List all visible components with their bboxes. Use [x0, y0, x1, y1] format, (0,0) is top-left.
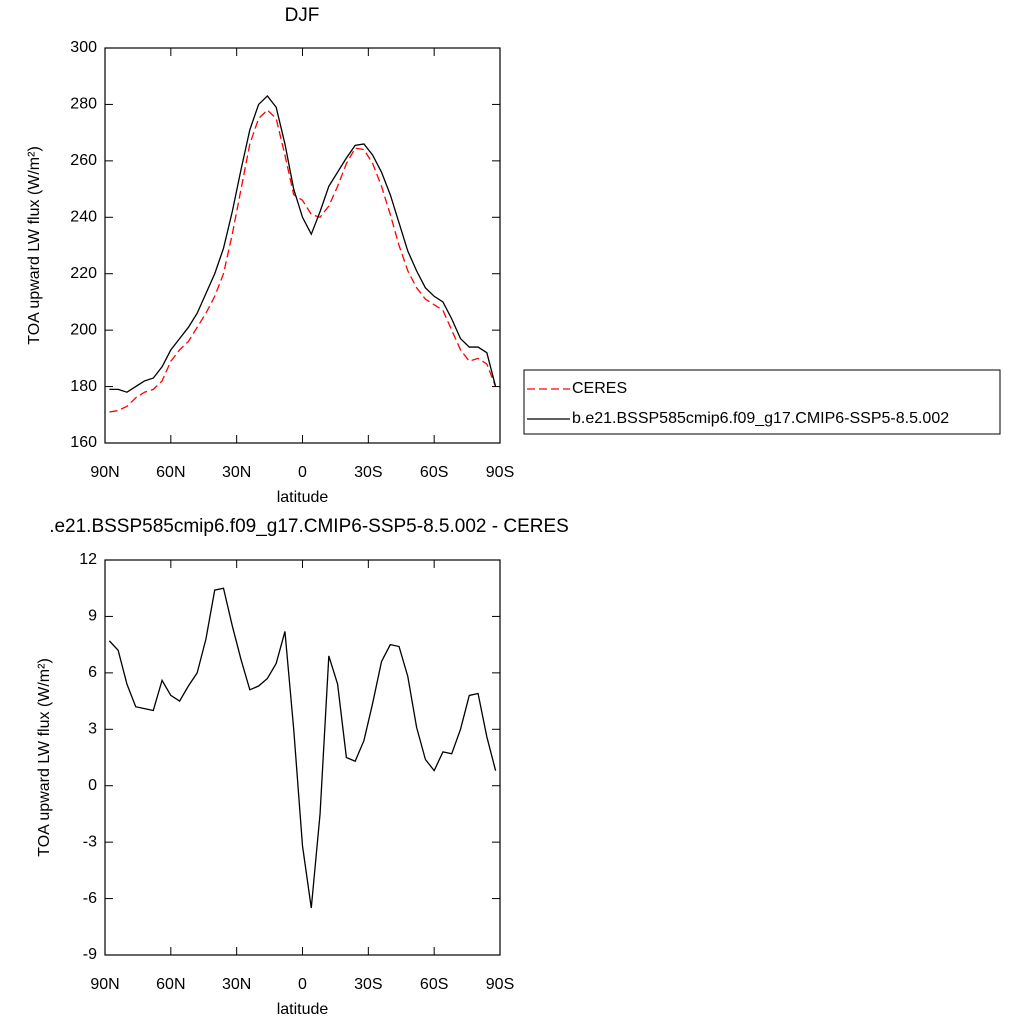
y-axis-label: TOA upward LW flux (W/m²)	[26, 146, 43, 345]
y-tick-label: 260	[70, 152, 97, 169]
legend-label: CERES	[572, 380, 627, 397]
chart-title: .e21.BSSP585cmip6.f09_g17.CMIP6-SSP5-8.5…	[49, 516, 569, 537]
x-tick-label: 30N	[222, 464, 251, 481]
x-tick-label: 60N	[156, 976, 185, 993]
x-tick-label: 30N	[222, 976, 251, 993]
y-tick-label: 240	[70, 209, 97, 226]
y-tick-label: -3	[83, 833, 97, 850]
x-tick-label: 0	[298, 976, 307, 993]
data-line	[108, 587, 497, 909]
y-tick-label: 180	[70, 378, 97, 395]
y-tick-label: 6	[88, 664, 97, 681]
x-axis-label: latitude	[277, 489, 329, 506]
data-line	[109, 94, 497, 393]
legend-label: b.e21.BSSP585cmip6.f09_g17.CMIP6-SSP5-8.…	[572, 410, 949, 427]
plot-frame	[104, 47, 501, 444]
y-tick-label: 220	[70, 265, 97, 282]
y-tick-label: 300	[70, 39, 97, 56]
y-tick-label: -6	[83, 890, 97, 907]
x-tick-label: 30S	[354, 464, 382, 481]
x-tick-label: 60N	[156, 464, 185, 481]
chart-title: DJF	[285, 5, 320, 26]
y-tick-label: 200	[70, 321, 97, 338]
x-tick-label: 60S	[420, 976, 448, 993]
y-tick-label: 3	[88, 721, 97, 738]
y-tick-label: 12	[79, 551, 97, 568]
x-axis-label: latitude	[277, 1001, 329, 1018]
x-tick-label: 90S	[486, 976, 514, 993]
x-tick-label: 90S	[486, 464, 514, 481]
legend-box	[523, 369, 1001, 435]
y-tick-label: -9	[83, 946, 97, 963]
x-tick-label: 60S	[420, 464, 448, 481]
x-tick-label: 90N	[90, 464, 119, 481]
x-tick-label: 90N	[90, 976, 119, 993]
x-tick-label: 0	[298, 464, 307, 481]
y-tick-label: 160	[70, 434, 97, 451]
y-axis-label: TOA upward LW flux (W/m²)	[36, 658, 53, 857]
y-tick-label: 9	[88, 608, 97, 625]
y-tick-label: 280	[70, 96, 97, 113]
x-tick-label: 30S	[354, 976, 382, 993]
y-tick-label: 0	[88, 777, 97, 794]
data-line	[109, 109, 497, 413]
